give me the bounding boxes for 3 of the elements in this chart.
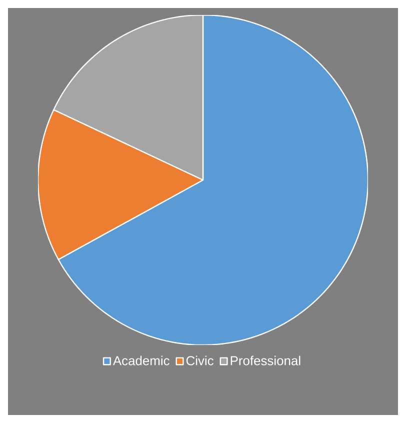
legend-label: Professional <box>230 356 300 366</box>
legend-label: Civic <box>186 356 214 366</box>
legend-label: Academic <box>112 356 170 366</box>
